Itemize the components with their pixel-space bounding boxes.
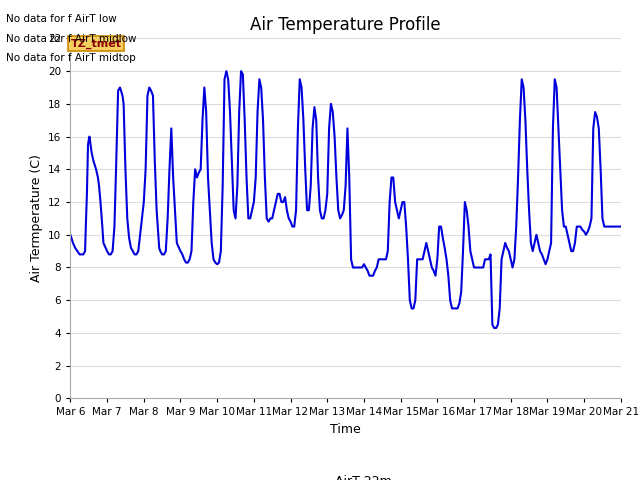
- X-axis label: Time: Time: [330, 423, 361, 436]
- Text: TZ_tmet: TZ_tmet: [70, 38, 122, 48]
- Text: No data for f AirT midtop: No data for f AirT midtop: [6, 53, 136, 63]
- Text: No data for f AirT low: No data for f AirT low: [6, 14, 117, 24]
- Title: Air Temperature Profile: Air Temperature Profile: [250, 16, 441, 34]
- Legend: AirT 22m: AirT 22m: [295, 470, 396, 480]
- Y-axis label: Air Termperature (C): Air Termperature (C): [29, 155, 43, 282]
- Text: No data for f AirT midlow: No data for f AirT midlow: [6, 34, 137, 44]
